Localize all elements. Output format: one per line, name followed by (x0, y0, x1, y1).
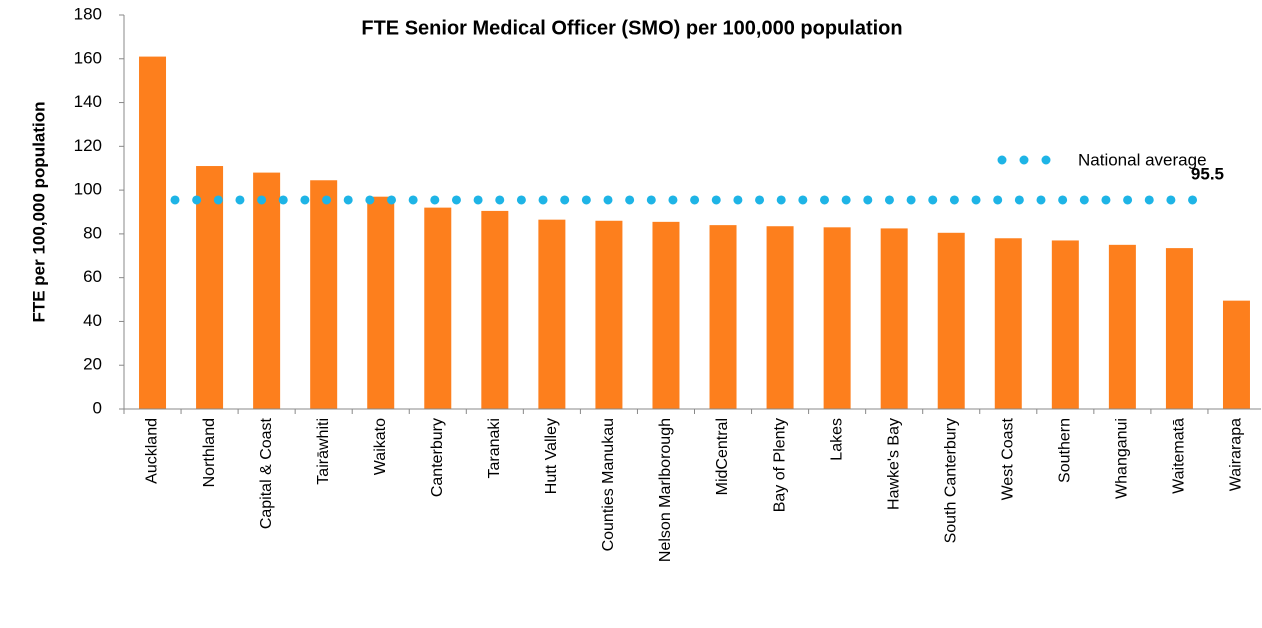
bar (823, 227, 851, 409)
x-tick-label: Northland (201, 418, 218, 487)
bar (139, 56, 167, 409)
x-tick-label: Canterbury (429, 418, 446, 497)
y-tick-label: 80 (83, 223, 102, 242)
x-tick-label: Wairarapa (1228, 418, 1245, 491)
y-tick-label: 160 (74, 48, 102, 67)
x-tick-label: Nelson Marlborough (657, 418, 674, 562)
x-tick-label: Lakes (828, 418, 845, 461)
y-tick-label: 140 (74, 92, 102, 111)
x-tick-label: Counties Manukau (600, 418, 617, 551)
x-tick-label: MidCentral (714, 418, 731, 495)
x-tick-label: Taranaki (486, 418, 503, 478)
bar (1051, 240, 1079, 409)
bar (652, 221, 680, 409)
chart-title: FTE Senior Medical Officer (SMO) per 100… (361, 17, 902, 39)
y-tick-label: 180 (74, 4, 102, 23)
bar (937, 232, 965, 409)
y-tick-label: 120 (74, 136, 102, 155)
x-tick-label: West Coast (999, 417, 1016, 500)
bar (424, 207, 452, 409)
x-tick-label: Waikato (372, 418, 389, 475)
bar (253, 172, 281, 409)
legend-label: National average (1078, 150, 1207, 169)
bar (1165, 248, 1193, 409)
bar (538, 219, 566, 409)
y-tick-label: 40 (83, 311, 102, 330)
reference-label: 95.5 (1191, 164, 1224, 183)
y-tick-label: 20 (83, 355, 102, 374)
x-tick-label: Hawke's Bay (885, 418, 902, 510)
x-tick-label: Whanganui (1114, 418, 1131, 499)
y-axis-label: FTE per 100,000 population (29, 101, 48, 322)
x-tick-label: Waitematā (1171, 418, 1188, 494)
y-tick-label: 100 (74, 180, 102, 199)
bar (880, 228, 908, 409)
bar (1108, 244, 1136, 409)
x-tick-label: Bay of Plenty (771, 418, 788, 512)
y-tick-label: 60 (83, 267, 102, 286)
x-tick-label: Hutt Valley (543, 418, 560, 494)
bar (367, 196, 395, 409)
bar (196, 166, 224, 409)
bar (481, 210, 509, 409)
bar (595, 220, 623, 409)
bar (766, 226, 794, 409)
x-tick-label: South Canterbury (942, 418, 959, 543)
x-tick-label: Tairāwhiti (315, 418, 332, 485)
bar (310, 180, 338, 409)
bar (709, 225, 737, 409)
x-tick-label: Capital & Coast (258, 417, 275, 529)
x-tick-label: Auckland (144, 418, 161, 484)
bar (1222, 300, 1250, 409)
x-tick-label: Southern (1057, 418, 1074, 483)
y-tick-label: 0 (93, 398, 102, 417)
bar (994, 238, 1022, 409)
